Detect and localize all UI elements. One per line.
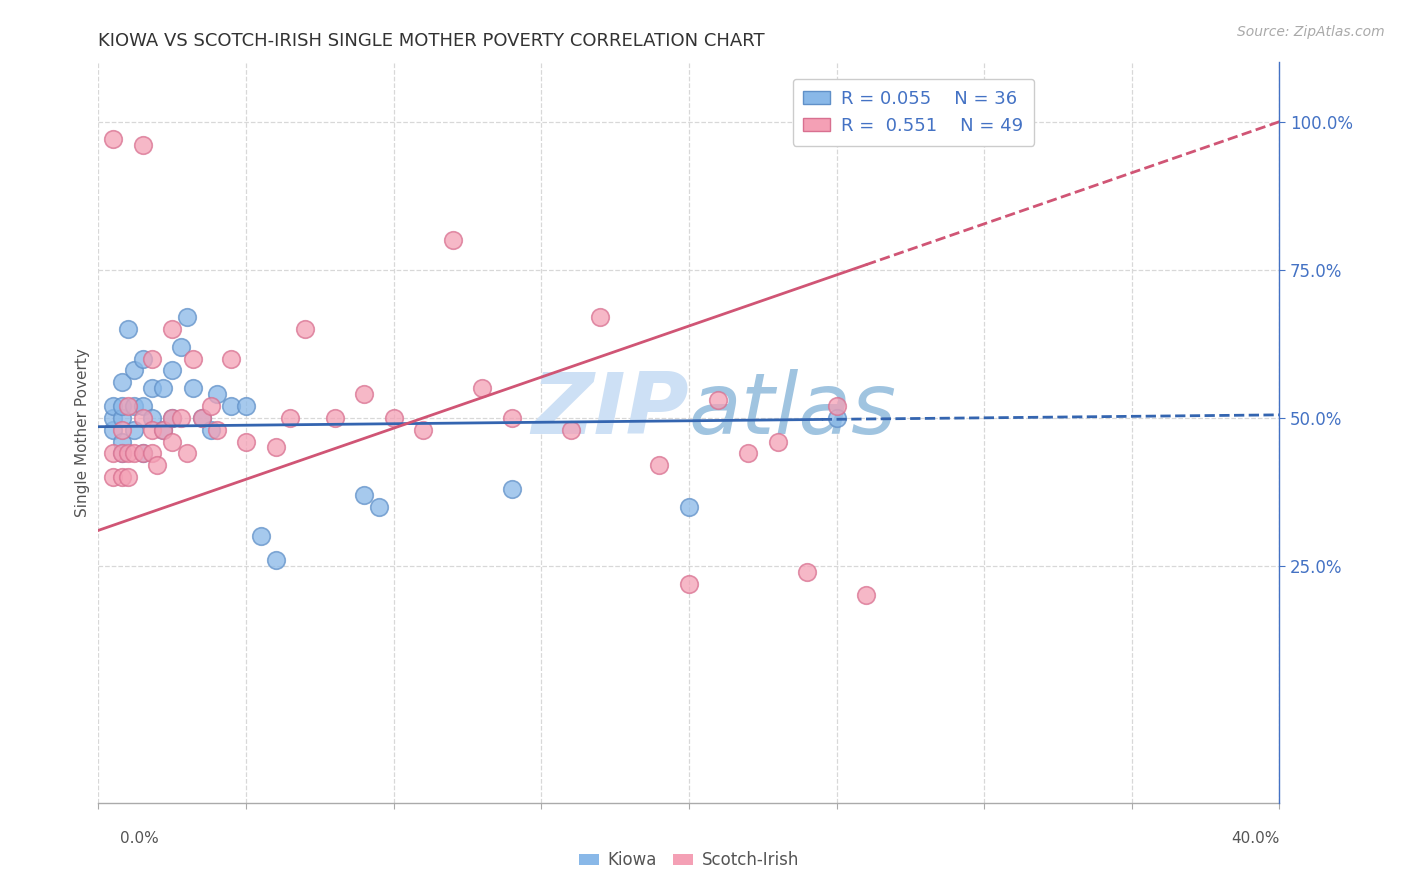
Text: 40.0%: 40.0% xyxy=(1232,831,1279,846)
Point xyxy=(162,410,183,425)
Point xyxy=(501,482,523,496)
Point xyxy=(111,470,134,484)
Point xyxy=(141,423,163,437)
Point xyxy=(235,399,257,413)
Y-axis label: Single Mother Poverty: Single Mother Poverty xyxy=(75,348,90,517)
Point xyxy=(280,410,302,425)
Point xyxy=(205,423,228,437)
Point xyxy=(111,399,134,413)
Point xyxy=(678,576,700,591)
Point xyxy=(648,458,671,473)
Text: Source: ZipAtlas.com: Source: ZipAtlas.com xyxy=(1237,25,1385,39)
Point xyxy=(117,470,139,484)
Point xyxy=(170,340,193,354)
Point xyxy=(264,553,287,567)
Point xyxy=(141,410,163,425)
Point xyxy=(825,399,848,413)
Point xyxy=(132,446,155,460)
Point xyxy=(170,410,193,425)
Point xyxy=(205,387,228,401)
Point xyxy=(560,423,582,437)
Point xyxy=(111,434,134,449)
Point xyxy=(250,529,273,543)
Point xyxy=(132,351,155,366)
Text: ZIP: ZIP xyxy=(531,369,689,452)
Point xyxy=(323,410,346,425)
Point xyxy=(181,381,204,395)
Point xyxy=(141,446,163,460)
Point xyxy=(382,410,405,425)
Point xyxy=(181,351,204,366)
Point xyxy=(103,399,125,413)
Point xyxy=(103,423,125,437)
Point xyxy=(825,410,848,425)
Point xyxy=(353,387,375,401)
Point xyxy=(122,446,145,460)
Point xyxy=(117,322,139,336)
Point xyxy=(737,446,759,460)
Point xyxy=(368,500,391,514)
Point xyxy=(412,423,434,437)
Point xyxy=(162,363,183,377)
Point xyxy=(146,458,169,473)
Point xyxy=(162,434,183,449)
Point xyxy=(111,446,134,460)
Text: KIOWA VS SCOTCH-IRISH SINGLE MOTHER POVERTY CORRELATION CHART: KIOWA VS SCOTCH-IRISH SINGLE MOTHER POVE… xyxy=(98,32,765,50)
Point xyxy=(221,351,243,366)
Point xyxy=(235,434,257,449)
Point xyxy=(162,410,183,425)
Point xyxy=(117,399,139,413)
Point xyxy=(707,392,730,407)
Point xyxy=(132,138,155,153)
Point xyxy=(132,446,155,460)
Point xyxy=(103,470,125,484)
Point xyxy=(103,446,125,460)
Point xyxy=(152,423,174,437)
Text: 0.0%: 0.0% xyxy=(120,831,159,846)
Legend: Kiowa, Scotch-Irish: Kiowa, Scotch-Irish xyxy=(572,845,806,876)
Point xyxy=(111,446,134,460)
Point xyxy=(122,399,145,413)
Point xyxy=(766,434,789,449)
Point xyxy=(152,423,174,437)
Point xyxy=(141,381,163,395)
Point xyxy=(441,233,464,247)
Point xyxy=(264,441,287,455)
Point xyxy=(132,399,155,413)
Point xyxy=(122,423,145,437)
Point xyxy=(176,310,198,325)
Point xyxy=(796,565,818,579)
Point xyxy=(111,410,134,425)
Point xyxy=(132,410,155,425)
Point xyxy=(103,410,125,425)
Point xyxy=(141,351,163,366)
Point xyxy=(152,381,174,395)
Point xyxy=(471,381,494,395)
Point xyxy=(103,132,125,146)
Point xyxy=(855,589,877,603)
Point xyxy=(221,399,243,413)
Point xyxy=(353,488,375,502)
Point xyxy=(162,322,183,336)
Point xyxy=(294,322,316,336)
Point xyxy=(122,363,145,377)
Point xyxy=(176,446,198,460)
Point xyxy=(501,410,523,425)
Point xyxy=(678,500,700,514)
Point xyxy=(111,376,134,390)
Point xyxy=(191,410,214,425)
Point xyxy=(111,423,134,437)
Point xyxy=(117,446,139,460)
Text: atlas: atlas xyxy=(689,369,897,452)
Point xyxy=(200,423,222,437)
Point xyxy=(589,310,612,325)
Point xyxy=(191,410,214,425)
Point xyxy=(200,399,222,413)
